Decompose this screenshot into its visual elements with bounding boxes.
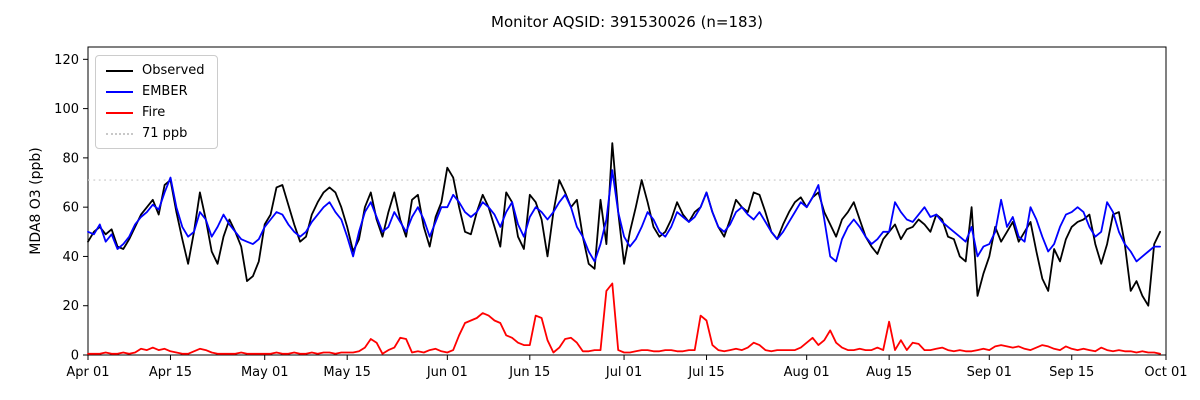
x-tick-label: May 15 [323, 365, 371, 380]
x-tick-label: Apr 15 [149, 365, 192, 380]
legend-swatch [106, 132, 133, 135]
y-tick-label: 120 [54, 53, 79, 68]
y-tick-label: 100 [54, 102, 79, 117]
x-tick-label: Aug 15 [866, 365, 912, 380]
x-tick-label: May 01 [241, 365, 289, 380]
x-tick-label: Jun 01 [426, 365, 468, 380]
legend-label: Observed [142, 63, 205, 78]
x-tick-label: Jul 15 [687, 365, 724, 380]
x-tick-label: Jul 01 [605, 365, 642, 380]
chart-title: Monitor AQSID: 391530026 (n=183) [491, 13, 763, 31]
axes-frame [87, 46, 1167, 356]
legend-swatch [106, 111, 133, 114]
legend-item-ember: EMBER [106, 84, 205, 99]
legend-label: 71 ppb [142, 126, 188, 141]
y-tick-label: 20 [62, 299, 79, 314]
legend-label: EMBER [142, 84, 188, 99]
y-tick-label: 80 [62, 151, 79, 166]
series-ember-line [87, 169, 1161, 263]
legend-item-71-ppb: 71 ppb [106, 126, 205, 141]
x-tick-label: Sep 01 [967, 365, 1012, 380]
y-tick-label: 0 [71, 349, 79, 364]
x-tick-label: Apr 01 [66, 365, 109, 380]
x-tick-label: Aug 01 [784, 365, 830, 380]
legend: Observed EMBER Fire 71 ppb [95, 55, 218, 149]
legend-swatch [106, 69, 133, 72]
series-fire-line [87, 282, 1161, 355]
x-tick-label: Jun 15 [508, 365, 550, 380]
legend-label: Fire [142, 105, 166, 120]
y-tick-label: 40 [62, 250, 79, 265]
x-tick-label: Oct 01 [1144, 365, 1187, 380]
legend-item-observed: Observed [106, 63, 205, 78]
legend-item-fire: Fire [106, 105, 205, 120]
series-observed-line [87, 142, 1161, 307]
y-tick-label: 60 [62, 201, 79, 216]
legend-swatch [106, 90, 133, 93]
x-tick-label: Sep 15 [1049, 365, 1094, 380]
